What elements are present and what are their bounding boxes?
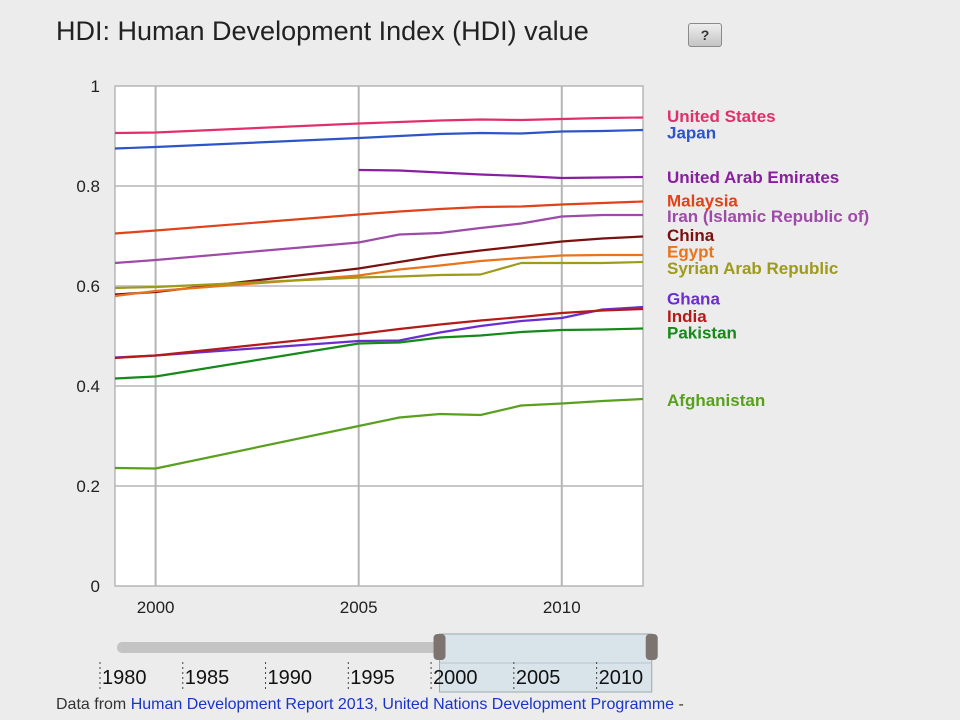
series-line-united-arab-emirates[interactable] [358, 168, 644, 180]
y-tick-label: 0.2 [76, 477, 100, 496]
timeline-year-label: 2005 [516, 667, 561, 689]
x-tick-label: 2005 [340, 598, 378, 617]
series-label[interactable]: United States [667, 107, 776, 126]
series-line-ghana[interactable] [114, 305, 644, 359]
timeline-year-label: 1990 [268, 667, 313, 689]
series-lines [114, 116, 644, 470]
slider-track[interactable] [117, 642, 440, 653]
series-label[interactable]: Syrian Arab Republic [667, 259, 838, 278]
timeline-slider[interactable]: 1980 1985 1990 1995 2000 2005 2010 [99, 633, 658, 693]
axis-ticks: 0 0.2 0.4 0.6 0.8 1 2000 2005 2010 [76, 77, 580, 617]
series-label[interactable]: Pakistan [667, 324, 737, 343]
series-line-syrian-arab-republic[interactable] [114, 260, 644, 290]
timeline-year-label: 1980 [102, 667, 147, 689]
series-label[interactable]: Egypt [667, 243, 715, 262]
plot-area [114, 85, 644, 587]
series-line-pakistan[interactable] [114, 327, 644, 380]
source-prefix: Data from [56, 696, 131, 713]
y-tick-label: 0.6 [76, 277, 100, 296]
series-label[interactable]: United Arab Emirates [667, 168, 839, 187]
series-label[interactable]: Iran (Islamic Republic of) [667, 207, 869, 226]
timeline-year-label: 1995 [350, 667, 395, 689]
slider-handle-left[interactable] [433, 634, 446, 660]
series-label[interactable]: Afghanistan [667, 391, 765, 410]
series-line-china[interactable] [114, 235, 644, 296]
series-line-united-states[interactable] [114, 116, 644, 135]
x-tick-label: 2010 [543, 598, 581, 617]
series-line-afghanistan[interactable] [114, 397, 644, 470]
help-button[interactable]: ? [688, 23, 722, 47]
timeline-year-label: 1985 [185, 667, 230, 689]
series-line-malaysia[interactable] [114, 200, 644, 235]
grid-lines [115, 85, 643, 587]
y-tick-label: 0.4 [76, 377, 100, 396]
series-label[interactable]: Malaysia [667, 192, 738, 211]
source-link[interactable]: Human Development Report 2013, United Na… [130, 696, 675, 713]
series-label[interactable]: China [667, 226, 715, 245]
x-tick-label: 2000 [137, 598, 175, 617]
source-note: Data from Human Development Report 2013,… [56, 696, 684, 714]
y-tick-label: 1 [91, 77, 100, 96]
series-label[interactable]: Japan [667, 124, 716, 143]
source-suffix: - [674, 696, 684, 713]
series-label[interactable]: Ghana [667, 290, 720, 309]
series-line-india[interactable] [114, 307, 644, 360]
series-line-japan[interactable] [114, 128, 644, 150]
page-title: HDI: Human Development Index (HDI) value [56, 16, 589, 46]
timeline-year-label: 2000 [433, 667, 478, 689]
y-tick-label: 0.8 [76, 177, 100, 196]
y-tick-label: 0 [91, 577, 100, 596]
timeline-year-label: 2010 [599, 667, 644, 689]
series-label[interactable]: India [667, 307, 707, 326]
slider-handle-right[interactable] [645, 634, 658, 660]
series-line-iran-islamic-republic-of-[interactable] [114, 213, 643, 265]
